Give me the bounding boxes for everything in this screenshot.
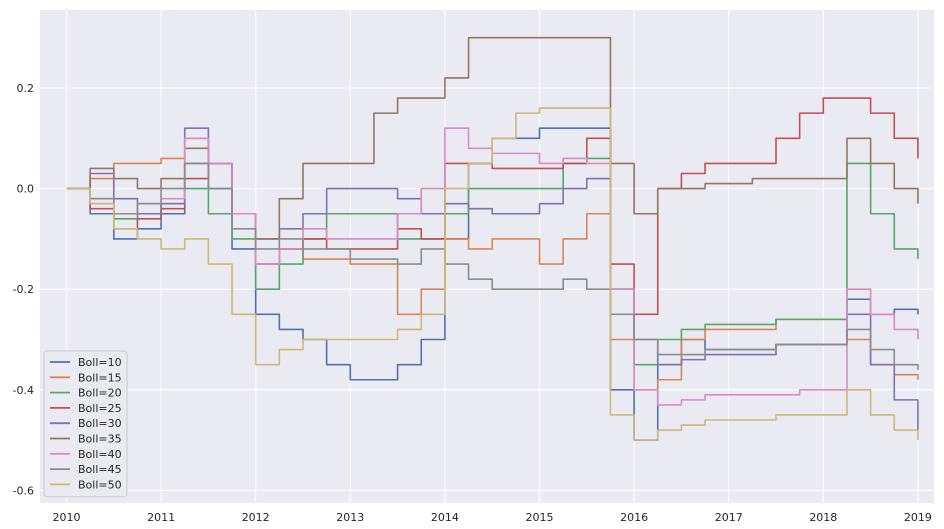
legend-entry: Boll=20 <box>78 387 122 400</box>
x-axis-ticks: 2010 2011 2012 2013 2014 2015 2016 2017 2018 2019 <box>52 511 931 524</box>
plot-background <box>40 10 934 503</box>
x-tick-label: 2015 <box>526 511 554 524</box>
legend-entry: Boll=10 <box>78 356 122 369</box>
legend-entry: Boll=25 <box>78 402 122 415</box>
y-tick-label: 0.0 <box>17 183 35 196</box>
legend-entry: Boll=30 <box>78 417 122 430</box>
x-tick-label: 2012 <box>242 511 270 524</box>
legend-entry: Boll=40 <box>78 448 122 461</box>
x-tick-label: 2010 <box>52 511 80 524</box>
legend-entry: Boll=45 <box>78 463 122 476</box>
series-layer <box>66 36 919 441</box>
x-tick-label: 2013 <box>336 511 364 524</box>
x-tick-label: 2011 <box>147 511 175 524</box>
y-tick-label: -0.4 <box>13 384 34 397</box>
y-tick-label: -0.2 <box>13 283 34 296</box>
series-line-5 <box>66 127 919 431</box>
series-line-7 <box>66 127 919 406</box>
y-tick-label: -0.6 <box>13 484 34 497</box>
x-tick-label: 2017 <box>715 511 743 524</box>
legend-entry: Boll=15 <box>78 371 122 384</box>
legend-entry: Boll=35 <box>78 433 122 446</box>
y-axis-ticks: 0.2 0.0 -0.2 -0.4 -0.6 <box>13 82 34 497</box>
series-line-8 <box>66 162 919 370</box>
x-tick-label: 2016 <box>620 511 648 524</box>
x-tick-label: 2018 <box>809 511 837 524</box>
x-tick-label: 2014 <box>431 511 459 524</box>
y-tick-label: 0.2 <box>17 82 35 95</box>
legend: Boll=10 Boll=15 Boll=20 Boll=25 Boll=30 Boll=… <box>43 350 128 498</box>
x-tick-label: 2019 <box>904 511 932 524</box>
legend-box <box>43 350 128 498</box>
legend-entry: Boll=50 <box>78 478 122 491</box>
series-line-9 <box>66 107 919 441</box>
